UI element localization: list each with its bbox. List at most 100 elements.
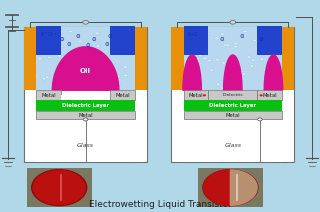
Bar — [36, 26, 61, 55]
Circle shape — [60, 81, 64, 84]
Circle shape — [250, 65, 254, 67]
Circle shape — [78, 40, 82, 43]
Circle shape — [226, 44, 230, 47]
Circle shape — [273, 59, 277, 61]
Text: Glass: Glass — [224, 144, 241, 148]
Bar — [198, 168, 263, 207]
Circle shape — [30, 35, 34, 38]
Circle shape — [70, 71, 74, 73]
Circle shape — [76, 70, 79, 72]
Circle shape — [28, 33, 31, 35]
Circle shape — [116, 75, 120, 78]
Circle shape — [32, 28, 36, 31]
Circle shape — [42, 78, 46, 80]
Circle shape — [220, 87, 224, 89]
Circle shape — [203, 57, 207, 60]
Bar — [135, 26, 147, 90]
Circle shape — [140, 41, 144, 43]
Bar — [24, 26, 147, 90]
Bar — [61, 95, 110, 100]
Text: Metal: Metal — [41, 93, 56, 98]
Polygon shape — [52, 47, 119, 90]
Circle shape — [54, 47, 58, 50]
Text: Electrowetting Liquid Transistor: Electrowetting Liquid Transistor — [89, 201, 231, 209]
Text: Metal: Metal — [78, 113, 93, 117]
Circle shape — [112, 51, 116, 54]
Circle shape — [280, 79, 284, 81]
Circle shape — [215, 59, 219, 61]
Circle shape — [252, 39, 256, 42]
Circle shape — [95, 84, 99, 87]
Text: $\ominus$: $\ominus$ — [91, 35, 98, 43]
Circle shape — [67, 80, 70, 82]
Circle shape — [137, 34, 140, 36]
Circle shape — [68, 30, 72, 33]
Circle shape — [45, 76, 49, 78]
Circle shape — [247, 56, 251, 58]
Circle shape — [258, 118, 262, 121]
Circle shape — [231, 83, 235, 85]
Circle shape — [260, 94, 263, 96]
Circle shape — [263, 68, 267, 71]
Circle shape — [283, 85, 287, 88]
Circle shape — [32, 170, 86, 205]
Polygon shape — [230, 170, 257, 205]
Circle shape — [57, 54, 61, 57]
Bar — [24, 26, 147, 162]
Bar — [257, 26, 282, 55]
Circle shape — [198, 54, 202, 57]
Circle shape — [29, 67, 33, 70]
Circle shape — [187, 66, 191, 69]
Circle shape — [221, 61, 225, 64]
Circle shape — [205, 33, 209, 35]
Text: Metal: Metal — [188, 93, 203, 98]
Polygon shape — [224, 55, 242, 90]
Text: Glass: Glass — [77, 144, 94, 148]
Text: $\ominus$: $\ominus$ — [238, 32, 245, 40]
Text: K$_2$Cl: K$_2$Cl — [187, 30, 199, 39]
Bar — [27, 168, 92, 207]
Circle shape — [182, 45, 186, 47]
Circle shape — [47, 56, 51, 59]
Text: $\ominus$: $\ominus$ — [107, 32, 114, 40]
Bar — [184, 100, 282, 111]
Circle shape — [97, 79, 101, 81]
Circle shape — [180, 40, 184, 43]
Bar — [184, 90, 208, 100]
Circle shape — [272, 79, 276, 82]
Bar — [36, 90, 61, 100]
Bar — [171, 26, 294, 162]
Circle shape — [220, 33, 224, 35]
Circle shape — [177, 68, 181, 71]
Circle shape — [286, 46, 290, 49]
Bar — [110, 26, 135, 55]
Bar — [282, 26, 294, 90]
Circle shape — [109, 43, 113, 46]
Circle shape — [203, 94, 206, 96]
Circle shape — [260, 58, 264, 60]
Circle shape — [289, 55, 292, 57]
Bar — [171, 26, 184, 90]
Circle shape — [210, 69, 213, 71]
Circle shape — [217, 83, 220, 85]
Circle shape — [97, 77, 100, 79]
Circle shape — [116, 82, 120, 85]
Circle shape — [251, 59, 255, 61]
Circle shape — [234, 45, 238, 48]
Circle shape — [124, 66, 127, 68]
Circle shape — [202, 169, 259, 206]
Circle shape — [106, 61, 110, 63]
Circle shape — [140, 39, 144, 41]
Circle shape — [230, 20, 236, 24]
Text: Dielectric Layer: Dielectric Layer — [209, 103, 256, 108]
Circle shape — [31, 169, 87, 206]
Circle shape — [96, 45, 100, 47]
Circle shape — [195, 58, 199, 60]
Circle shape — [38, 57, 42, 60]
Circle shape — [34, 75, 38, 78]
Bar — [184, 26, 208, 55]
Text: Dielectric: Dielectric — [222, 93, 243, 97]
Bar — [36, 119, 135, 162]
Bar — [184, 119, 282, 162]
Text: $\ominus$: $\ominus$ — [85, 41, 91, 49]
